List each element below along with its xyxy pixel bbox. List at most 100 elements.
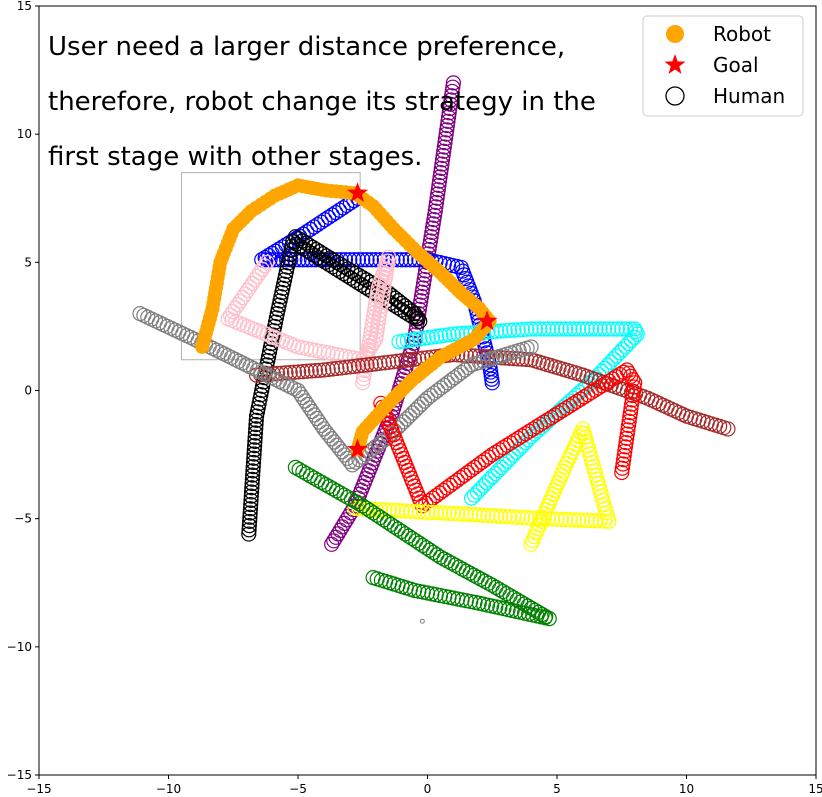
human-point [475, 478, 492, 494]
human-point [523, 339, 539, 355]
human-point [484, 446, 500, 463]
human-point [614, 460, 630, 476]
human-point [601, 321, 617, 337]
human-point [390, 300, 406, 316]
human-point [476, 507, 492, 523]
human-point [463, 506, 479, 523]
human-point [430, 186, 446, 202]
human-point [429, 328, 445, 345]
human-point [596, 513, 613, 529]
human-point [351, 267, 367, 284]
human-point [579, 512, 595, 528]
stray-point [419, 618, 425, 624]
human-point [295, 464, 311, 480]
human-point [523, 321, 539, 337]
human-point [497, 508, 513, 525]
human-point [395, 333, 411, 349]
human-point [603, 354, 619, 370]
human-point [283, 379, 299, 395]
human-point [422, 237, 438, 253]
human-point [493, 508, 509, 524]
human-point [307, 363, 324, 379]
human-point [445, 79, 461, 95]
x-tick-label: 10 [679, 782, 694, 796]
x-tick-label: −15 [26, 782, 51, 796]
human-point [484, 375, 500, 391]
human-point [514, 438, 530, 454]
human-point [412, 313, 428, 329]
human-point [394, 353, 410, 369]
human-point [408, 331, 424, 348]
human-point [496, 456, 512, 472]
human-point [242, 509, 258, 525]
human-point [248, 421, 264, 437]
human-point [365, 570, 381, 586]
human-point [436, 143, 452, 159]
human-point [434, 152, 451, 168]
human-point [614, 464, 630, 481]
legend-goal-marker [664, 54, 686, 74]
human-point [558, 400, 574, 416]
human-point [611, 345, 628, 361]
human-point [270, 365, 286, 382]
human-point [554, 402, 571, 419]
human-point [394, 302, 410, 318]
human-point [247, 425, 264, 441]
human-point [241, 522, 257, 538]
human-point [484, 508, 500, 524]
annotation-line: first stage with other stages. [48, 142, 422, 172]
human-point [393, 417, 409, 433]
plot-area [132, 75, 736, 627]
human-point [411, 351, 427, 367]
human-point [306, 470, 322, 486]
human-point [321, 479, 337, 495]
human-point [412, 331, 428, 347]
human-point [355, 270, 371, 286]
human-point [558, 511, 574, 528]
human-point [471, 348, 487, 364]
human-point [355, 375, 371, 391]
human-point [617, 443, 633, 459]
human-point [406, 351, 423, 367]
y-tick-label: 15 [17, 0, 32, 13]
human-point [614, 321, 630, 337]
human-point [350, 358, 367, 374]
human-point [413, 396, 430, 412]
human-point [627, 375, 643, 391]
human-point [606, 351, 622, 367]
axis-ticks: −15 −10 −5 0 5 10 15 −15 −10 −5 0 5 10 15 [7, 0, 822, 796]
human-point [588, 321, 604, 337]
human-point [441, 105, 457, 121]
x-tick-label: −10 [156, 782, 181, 796]
human-point [428, 194, 445, 211]
human-point [291, 364, 307, 380]
human-point [316, 362, 332, 378]
human-point [536, 414, 552, 430]
human-point [570, 321, 587, 337]
human-point [629, 326, 645, 342]
human-point [444, 83, 460, 100]
human-point [320, 361, 336, 378]
human-point [424, 329, 441, 345]
human-point [343, 270, 359, 286]
human-point [583, 321, 600, 337]
human-trajectory [220, 249, 397, 391]
human-point [514, 321, 531, 338]
human-point [596, 321, 613, 337]
human-point [332, 256, 349, 273]
human-point [411, 504, 427, 520]
human-point [306, 247, 323, 264]
human-point [566, 512, 582, 528]
human-point [243, 496, 259, 513]
human-point [434, 156, 450, 172]
human-point [514, 509, 531, 526]
human-point [247, 433, 263, 450]
human-point [615, 452, 632, 468]
annotation-line: User need a larger distance preference, [48, 32, 565, 62]
human-point [488, 444, 504, 460]
human-point [624, 392, 640, 408]
human-point [433, 160, 449, 176]
human-point [332, 263, 348, 279]
human-point [510, 430, 526, 446]
human-point [605, 321, 621, 337]
